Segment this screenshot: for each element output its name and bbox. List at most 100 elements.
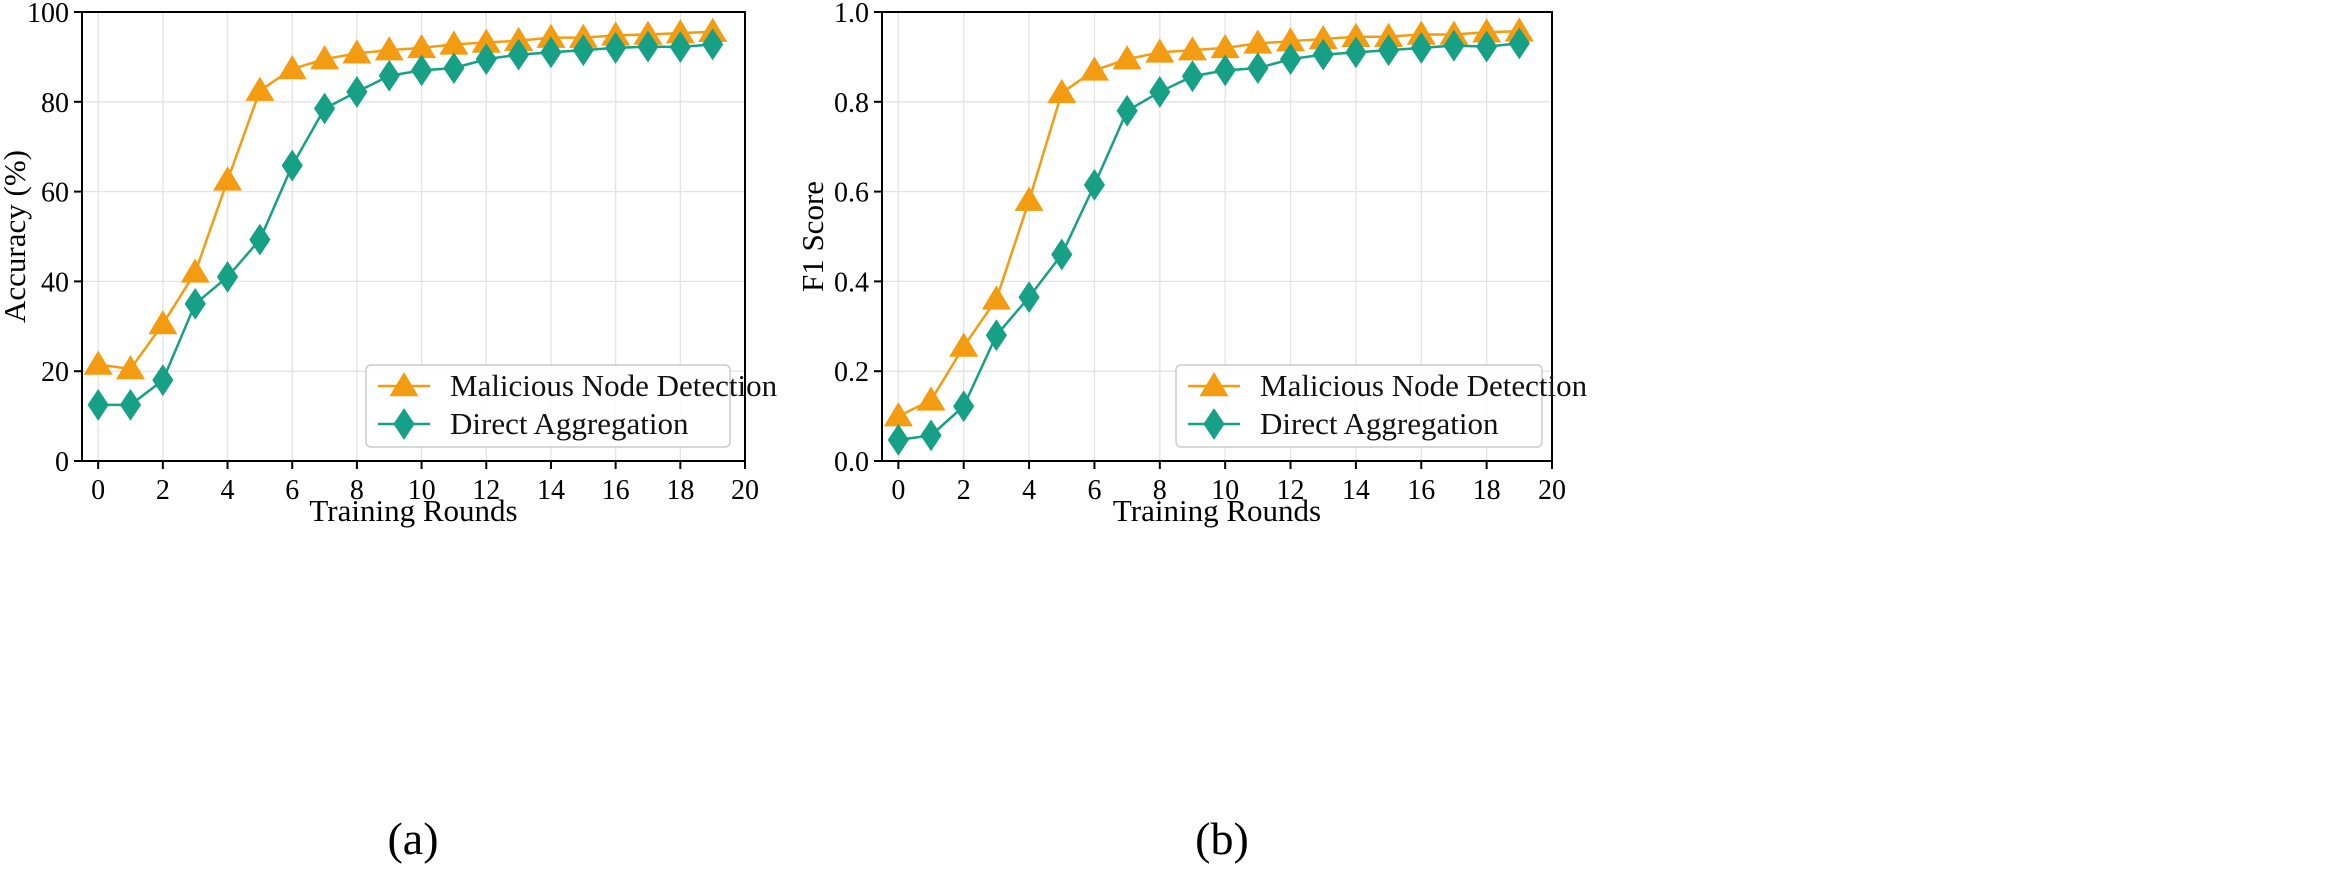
x-tick-label: 8 [350, 475, 364, 506]
data-point [378, 59, 400, 92]
x-tick-label: 16 [1407, 475, 1435, 506]
data-point [637, 30, 659, 63]
diamond-marker-icon [1203, 408, 1225, 440]
x-axis-label: Training Rounds [1113, 493, 1321, 528]
y-tick-label: 20 [41, 357, 69, 388]
x-tick-label: 6 [1087, 475, 1101, 506]
y-tick-label: 0 [55, 447, 69, 478]
data-point [1116, 94, 1138, 127]
data-point [1177, 36, 1208, 61]
data-point [1508, 27, 1530, 60]
data-point [1181, 60, 1204, 93]
data-point [1279, 43, 1302, 76]
data-point [1149, 76, 1171, 108]
x-tick-label: 14 [1342, 475, 1370, 506]
data-point [1476, 30, 1498, 63]
data-point [605, 32, 627, 64]
panel-label: (a) [387, 813, 438, 864]
x-tick-label: 18 [666, 475, 694, 506]
data-point [83, 350, 113, 375]
x-tick-label: 16 [602, 475, 630, 506]
data-point [953, 390, 975, 423]
data-point [985, 319, 1007, 352]
data-point [281, 149, 303, 182]
x-tick-label: 14 [537, 475, 565, 506]
y-tick-label: 100 [27, 0, 69, 29]
x-tick-label: 20 [1538, 475, 1566, 506]
data-point [213, 166, 243, 191]
triangle-marker-icon [389, 372, 419, 397]
data-point [1018, 281, 1040, 314]
legend-box [365, 364, 731, 448]
diamond-marker-icon [393, 408, 415, 440]
data-point [1214, 54, 1236, 87]
data-point [115, 354, 146, 380]
data-point [342, 39, 372, 64]
data-point [1410, 32, 1432, 64]
legend-box [1175, 364, 1543, 448]
y-tick-label: 0.2 [834, 357, 869, 388]
x-tick-label: 4 [1022, 475, 1036, 506]
data-point [1443, 29, 1465, 62]
data-point [887, 423, 909, 456]
data-point [249, 223, 271, 256]
data-point [949, 332, 979, 357]
series-direct-aggregation [87, 28, 724, 421]
chart-panel-b: 0 2 4 6 8 10 12 14 16 18 20 0.0 0.2 0.4 0.6 0.8 1.0 Train… [795, 0, 1588, 864]
data-point [1312, 38, 1334, 71]
data-point [87, 388, 109, 421]
y-tick-label: 0.8 [834, 88, 869, 119]
data-point [1377, 34, 1400, 67]
y-tick-label: 0.0 [834, 447, 869, 478]
x-axis-label: Training Rounds [309, 493, 517, 528]
data-point [180, 258, 210, 283]
data-point [1014, 186, 1044, 211]
legend-label: Direct Aggregation [450, 406, 689, 441]
y-axis-label: F1 Score [795, 181, 830, 292]
x-tick-label: 20 [731, 475, 759, 506]
data-point [119, 388, 142, 421]
legend-label: Malicious Node Detection [1260, 368, 1588, 403]
data-point [1051, 238, 1073, 271]
data-point [920, 419, 942, 452]
x-tick-label: 0 [91, 475, 105, 506]
x-tick-label: 8 [1153, 475, 1167, 506]
data-point [1047, 78, 1077, 104]
data-point [475, 43, 497, 76]
data-point [443, 52, 465, 85]
data-point [572, 34, 594, 67]
x-tick-label: 2 [957, 475, 971, 506]
chart-panel-a: 0 2 4 6 8 10 12 14 16 18 20 0 20 40 60 80 100 Training Ro… [0, 0, 778, 864]
legend-label: Direct Aggregation [1260, 406, 1499, 441]
y-tick-label: 0.6 [834, 178, 869, 209]
data-point [245, 76, 275, 101]
x-tick-label: 0 [891, 475, 905, 506]
series-line [897, 30, 1520, 418]
data-point [1083, 168, 1106, 201]
data-point [1247, 52, 1269, 85]
data-point [148, 310, 178, 335]
data-point [310, 45, 340, 70]
data-point [916, 386, 946, 411]
data-point [410, 54, 433, 87]
data-point [216, 261, 239, 293]
data-point [508, 38, 530, 71]
series-line [98, 43, 713, 407]
triangle-marker-icon [1199, 372, 1229, 397]
data-point [883, 402, 913, 427]
data-point [1145, 38, 1175, 63]
plot-frame [81, 11, 746, 462]
data-point [702, 28, 724, 61]
y-tick-label: 0.4 [834, 267, 869, 298]
data-point [277, 55, 307, 80]
y-tick-label: 80 [41, 88, 69, 119]
x-tick-label: 12 [1277, 475, 1305, 506]
x-tick-label: 18 [1473, 475, 1501, 506]
x-tick-label: 2 [156, 475, 170, 506]
y-tick-label: 1.0 [834, 0, 869, 29]
data-point [184, 287, 206, 320]
series-direct-aggregation [887, 27, 1530, 456]
